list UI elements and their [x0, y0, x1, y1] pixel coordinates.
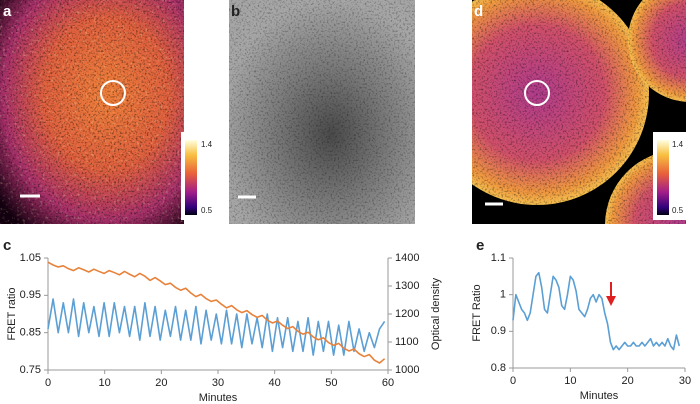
y2-tick-label: 1300 [395, 280, 419, 292]
x-tick-label: 10 [564, 375, 576, 387]
y2-axis-label: Optical density [430, 277, 442, 350]
y-tick-label: 0.95 [20, 289, 41, 301]
x-tick-label: 30 [679, 375, 691, 387]
y2-tick-label: 1000 [395, 364, 419, 376]
x-tick-label: 0 [45, 377, 51, 389]
arrow [606, 282, 616, 306]
x-tick-label: 60 [382, 377, 394, 389]
colorbar-max: 1.4 [672, 140, 684, 149]
data-line [47, 261, 386, 364]
x-tick-label: 50 [325, 377, 337, 389]
y2-tick-label: 1100 [395, 336, 419, 348]
x-tick-label: 10 [99, 377, 111, 389]
panel-label: b [231, 3, 240, 20]
x-axis-label: Minutes [580, 390, 619, 402]
x-tick-label: 30 [212, 377, 224, 389]
panel-label: c [3, 237, 11, 254]
y-tick-label: 1 [500, 289, 506, 301]
panel-label: e [476, 237, 484, 254]
x-tick-label: 20 [622, 375, 634, 387]
colorbar-max: 1.4 [201, 140, 213, 149]
image-d [472, 0, 686, 224]
y2-tick-label: 1200 [395, 308, 419, 320]
y2-tick-label: 1400 [395, 252, 419, 264]
y-tick-label: 0.85 [20, 327, 41, 339]
panel-label: d [474, 3, 483, 20]
colorbar-min: 0.5 [672, 206, 684, 215]
data-line [47, 298, 386, 356]
colorbar-min: 0.5 [201, 206, 213, 215]
panel-label: a [3, 3, 12, 20]
y-tick-label: 0.8 [491, 362, 506, 374]
y-tick-label: 0.9 [491, 325, 506, 337]
y-axis-label: FRET Ratio [471, 284, 483, 341]
y-tick-label: 0.75 [20, 364, 41, 376]
y-tick-label: 1.05 [20, 252, 41, 264]
x-tick-label: 0 [510, 375, 516, 387]
y-tick-label: 1.1 [491, 252, 506, 264]
x-axis-label: Minutes [199, 392, 238, 404]
image-a [0, 0, 216, 224]
data-line [512, 271, 681, 351]
image-b [229, 0, 415, 224]
x-tick-label: 20 [155, 377, 167, 389]
x-tick-label: 40 [269, 377, 281, 389]
y-axis-label: FRET ratio [6, 288, 18, 341]
